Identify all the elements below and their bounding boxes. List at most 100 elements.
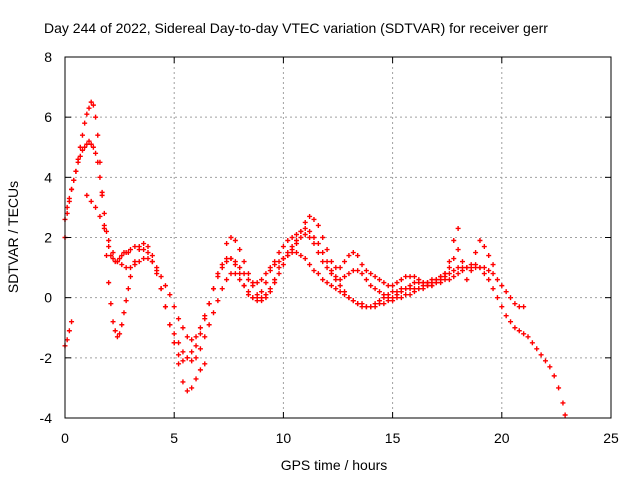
data-point xyxy=(263,292,269,298)
data-point xyxy=(202,313,208,319)
data-point xyxy=(562,412,568,418)
data-point xyxy=(542,358,548,364)
data-point xyxy=(276,259,282,265)
data-point xyxy=(529,340,535,346)
data-point xyxy=(272,277,278,283)
data-point xyxy=(320,250,326,256)
data-point xyxy=(206,301,212,307)
y-tick-label: -2 xyxy=(40,350,53,366)
data-point xyxy=(355,301,361,307)
data-point xyxy=(250,283,256,289)
data-point xyxy=(232,271,238,277)
data-point xyxy=(311,241,317,247)
data-point xyxy=(280,262,286,268)
data-point xyxy=(350,250,356,256)
data-point xyxy=(390,289,396,295)
data-point xyxy=(442,271,448,277)
data-point xyxy=(197,367,203,373)
data-point xyxy=(176,340,182,346)
data-point xyxy=(320,277,326,283)
data-point xyxy=(315,222,321,228)
data-point xyxy=(167,322,173,328)
data-point xyxy=(167,292,173,298)
data-point xyxy=(117,331,123,337)
data-point xyxy=(119,253,125,259)
y-axis-label: SDTVAR / TECUs xyxy=(5,181,21,293)
data-point xyxy=(224,259,230,265)
data-point xyxy=(97,174,103,180)
data-point xyxy=(403,274,409,280)
data-point xyxy=(237,265,243,271)
data-point xyxy=(79,147,85,153)
data-point xyxy=(398,277,404,283)
data-point xyxy=(189,385,195,391)
data-point xyxy=(333,265,339,271)
data-point xyxy=(481,244,487,250)
data-point xyxy=(64,210,70,216)
data-point xyxy=(394,280,400,286)
data-point xyxy=(337,283,343,289)
data-point xyxy=(184,355,190,361)
data-point xyxy=(416,286,422,292)
data-point xyxy=(324,280,330,286)
data-point xyxy=(108,301,114,307)
data-point xyxy=(486,277,492,283)
data-point xyxy=(176,316,182,322)
data-point xyxy=(276,250,282,256)
data-point xyxy=(394,295,400,301)
data-point xyxy=(176,352,182,358)
data-point xyxy=(298,253,304,259)
data-point xyxy=(411,280,417,286)
data-point xyxy=(420,286,426,292)
data-point xyxy=(333,286,339,292)
data-point xyxy=(259,295,265,301)
data-point xyxy=(477,238,483,244)
data-point xyxy=(93,204,99,210)
data-point xyxy=(254,280,260,286)
data-point xyxy=(101,210,107,216)
data-point xyxy=(525,334,531,340)
data-point xyxy=(390,283,396,289)
data-point xyxy=(90,144,96,150)
data-point xyxy=(254,298,260,304)
data-point xyxy=(302,231,308,237)
data-point xyxy=(455,247,461,253)
data-point xyxy=(259,289,265,295)
series-track-1 xyxy=(62,138,461,364)
data-point xyxy=(490,286,496,292)
data-point xyxy=(481,265,487,271)
data-point xyxy=(442,277,448,283)
data-point xyxy=(473,250,479,256)
data-point xyxy=(75,156,81,162)
data-point xyxy=(180,379,186,385)
x-tick-label: 10 xyxy=(276,430,292,446)
data-point xyxy=(110,319,116,325)
data-point xyxy=(84,141,90,147)
data-point xyxy=(411,274,417,280)
data-point xyxy=(119,262,125,268)
data-point xyxy=(486,253,492,259)
data-point xyxy=(171,340,177,346)
data-point xyxy=(337,265,343,271)
data-point xyxy=(372,286,378,292)
data-point xyxy=(215,274,221,280)
series-track-6 xyxy=(224,213,496,301)
data-point xyxy=(376,301,382,307)
data-point xyxy=(512,325,518,331)
data-point xyxy=(84,192,90,198)
data-point xyxy=(280,244,286,250)
data-point xyxy=(206,322,212,328)
data-point xyxy=(508,295,514,301)
data-point xyxy=(346,271,352,277)
data-point xyxy=(547,364,553,370)
data-point xyxy=(132,244,138,250)
data-point xyxy=(106,238,112,244)
data-point xyxy=(311,216,317,222)
data-point xyxy=(298,235,304,240)
data-point xyxy=(512,301,518,307)
data-point xyxy=(158,274,164,280)
data-point xyxy=(403,292,409,298)
data-point xyxy=(136,247,142,253)
data-point xyxy=(521,304,527,310)
